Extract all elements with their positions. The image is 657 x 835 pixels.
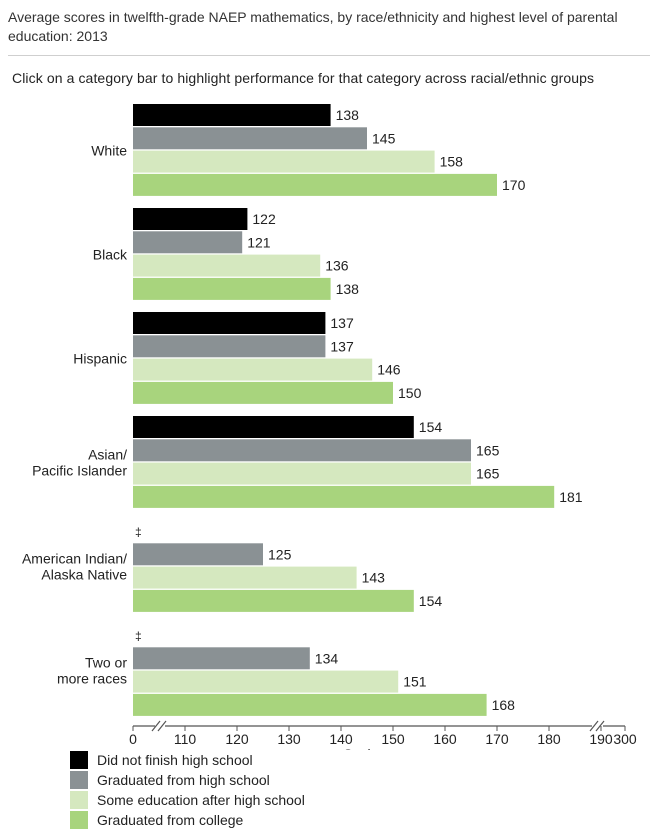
- data-label: 154: [419, 419, 443, 435]
- bar[interactable]: [133, 312, 326, 334]
- bar[interactable]: [133, 127, 367, 150]
- data-label: 121: [247, 234, 271, 250]
- data-label: 125: [268, 546, 292, 562]
- x-axis-label: Scale score: [343, 746, 416, 750]
- data-label: 138: [336, 107, 360, 123]
- category-label: Black: [93, 247, 128, 263]
- x-tick-label: 150: [381, 731, 405, 747]
- bar[interactable]: [133, 208, 248, 230]
- bar[interactable]: [133, 173, 497, 196]
- data-label: 158: [440, 154, 464, 170]
- data-label: 170: [502, 177, 526, 193]
- bar[interactable]: [133, 566, 357, 589]
- axis-break-mark: [157, 720, 167, 732]
- data-label: 122: [252, 211, 276, 227]
- bar[interactable]: [133, 254, 321, 277]
- legend-swatch: [70, 751, 88, 769]
- x-tick-label: 170: [485, 731, 509, 747]
- category-label: Two or more races: [57, 655, 127, 687]
- missing-data-marker: ‡: [135, 525, 142, 539]
- data-label: 146: [377, 362, 401, 378]
- x-tick-label: 0: [129, 731, 137, 747]
- bar[interactable]: [133, 589, 414, 612]
- chart-title: Average scores in twelfth-grade NAEP mat…: [8, 9, 618, 44]
- title-divider: [8, 55, 650, 56]
- bar-chart: White 138 145 158 170 Black 122 121 136 138 Hispan…: [22, 104, 637, 750]
- bar[interactable]: [133, 416, 414, 438]
- x-tick-label: 110: [174, 731, 197, 747]
- axis-break-mark: [595, 720, 605, 732]
- x-tick-label: 130: [277, 731, 301, 747]
- data-label: 145: [372, 130, 396, 146]
- bar[interactable]: [133, 693, 487, 716]
- x-tick-label: 180: [537, 731, 561, 747]
- axis-break-mark: [589, 720, 599, 732]
- data-label: 154: [419, 593, 443, 609]
- bar[interactable]: [133, 277, 331, 300]
- bar[interactable]: [133, 647, 310, 670]
- data-label: 137: [330, 315, 354, 331]
- data-label: 136: [325, 258, 349, 274]
- x-tick-label: 140: [329, 731, 353, 747]
- instruction-text: Click on a category bar to highlight per…: [12, 70, 595, 86]
- bar[interactable]: [133, 381, 393, 404]
- legend-label: Did not finish high school: [97, 752, 253, 768]
- legend-swatch: [70, 771, 88, 789]
- axis-break-mark: [151, 720, 161, 732]
- bar[interactable]: [133, 358, 373, 381]
- category-label: American Indian/Alaska Native: [22, 551, 127, 583]
- category-label: Asian/Pacific Islander: [32, 447, 127, 479]
- bar[interactable]: [133, 439, 471, 462]
- data-label: 150: [398, 385, 422, 401]
- data-label: 137: [330, 338, 354, 354]
- legend-swatch: [70, 791, 88, 809]
- legend-label: Graduated from high school: [97, 772, 270, 788]
- missing-data-marker: ‡: [135, 629, 142, 643]
- data-label: 168: [492, 697, 516, 713]
- x-tick-label: 160: [433, 731, 457, 747]
- data-label: 138: [336, 281, 360, 297]
- data-label: 165: [476, 466, 500, 482]
- bar[interactable]: [133, 543, 263, 566]
- bar[interactable]: [133, 670, 399, 693]
- bar[interactable]: [133, 462, 471, 485]
- x-tick-label: 300: [613, 731, 637, 747]
- legend-label: Graduated from college: [97, 812, 244, 828]
- category-label: White: [91, 143, 127, 159]
- x-tick-label: 120: [225, 731, 249, 747]
- bar[interactable]: [133, 485, 555, 508]
- bar[interactable]: [133, 335, 326, 358]
- legend-swatch: [70, 811, 88, 829]
- x-tick-label: 190: [589, 731, 613, 747]
- data-label: 165: [476, 442, 500, 458]
- data-label: 151: [403, 674, 427, 690]
- bar[interactable]: [133, 104, 331, 126]
- data-label: 143: [362, 570, 386, 586]
- data-label: 134: [315, 650, 339, 666]
- bar[interactable]: [133, 231, 243, 254]
- data-label: 181: [559, 489, 583, 505]
- category-label: Hispanic: [73, 351, 127, 367]
- bar[interactable]: [133, 150, 435, 173]
- legend-label: Some education after high school: [97, 792, 305, 808]
